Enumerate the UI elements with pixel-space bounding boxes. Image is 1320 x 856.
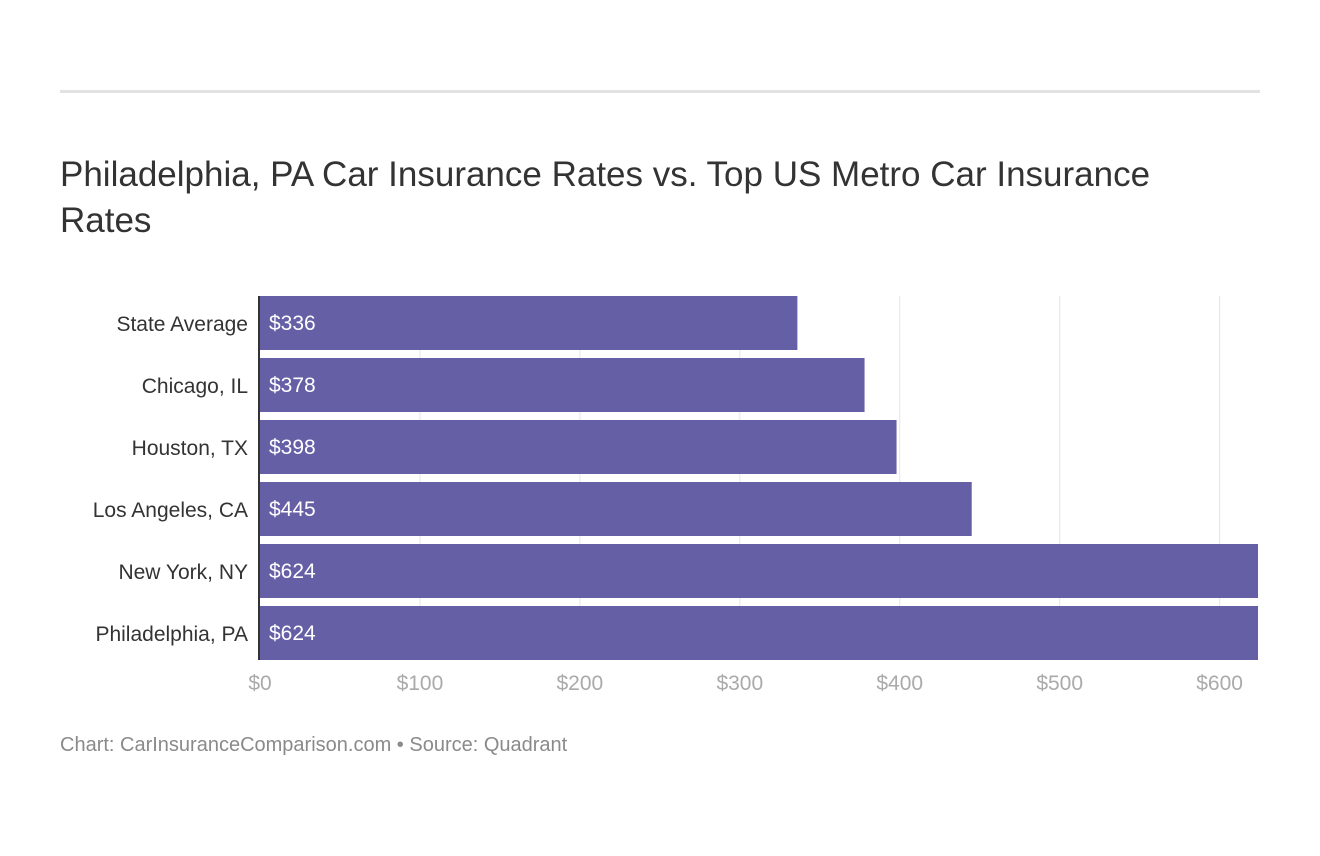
top-divider (60, 90, 1260, 93)
bar (260, 606, 1258, 660)
category-label: State Average (116, 313, 248, 336)
x-tick-label: $0 (248, 672, 271, 695)
x-tick-label: $500 (1036, 672, 1083, 695)
bar-value-label: $445 (269, 498, 316, 521)
x-tick-label: $600 (1196, 672, 1243, 695)
chart-footer: Chart: CarInsuranceComparison.com • Sour… (60, 734, 568, 756)
bar (260, 420, 897, 474)
bar-value-label: $378 (269, 374, 316, 397)
x-tick-label: $200 (557, 672, 604, 695)
bar-value-label: $624 (269, 622, 316, 645)
category-label: Philadelphia, PA (95, 623, 248, 646)
bar (260, 358, 865, 412)
bar (260, 482, 972, 536)
category-label: New York, NY (118, 561, 248, 584)
category-label: Houston, TX (132, 437, 248, 460)
x-tick-label: $100 (397, 672, 444, 695)
bar (260, 296, 798, 350)
chart-title: Philadelphia, PA Car Insurance Rates vs.… (60, 155, 1151, 240)
category-label: Los Angeles, CA (93, 499, 248, 522)
x-tick-label: $300 (716, 672, 763, 695)
category-label: Chicago, IL (142, 375, 248, 398)
bar (260, 544, 1258, 598)
x-tick-label: $400 (876, 672, 923, 695)
bar-value-label: $624 (269, 560, 316, 583)
bar-value-label: $398 (269, 436, 316, 459)
bar-value-label: $336 (269, 312, 316, 335)
